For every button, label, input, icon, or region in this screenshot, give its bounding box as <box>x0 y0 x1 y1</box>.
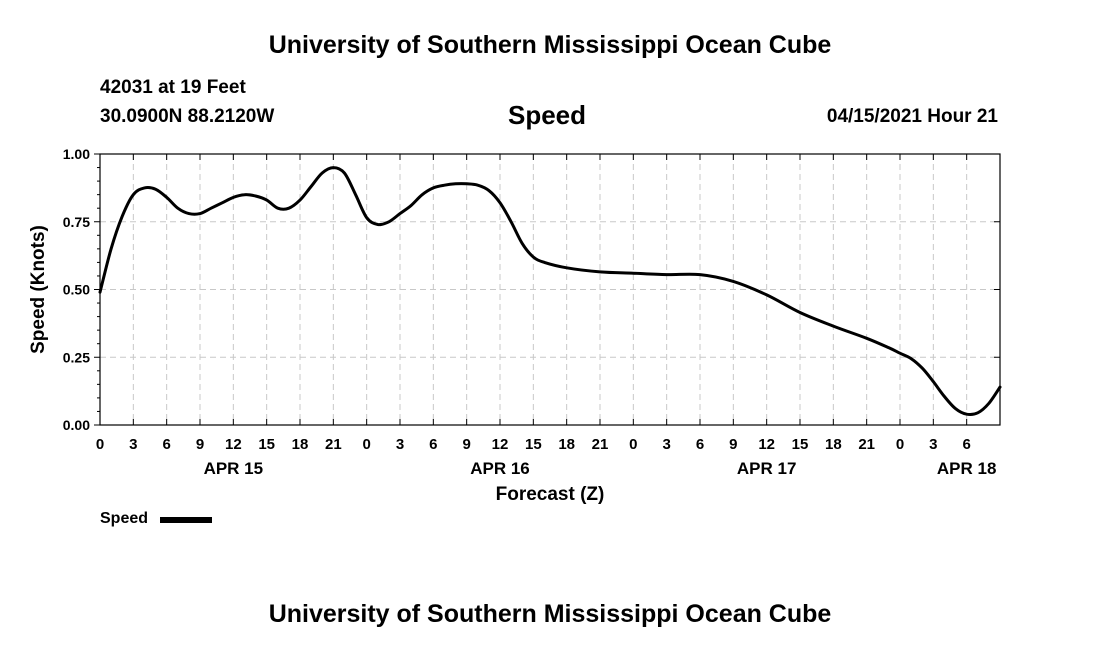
x-tick-label: 18 <box>292 436 309 453</box>
x-tick-label: 3 <box>662 436 670 453</box>
x-tick-label: 6 <box>696 436 704 453</box>
x-tick-label: 9 <box>729 436 737 453</box>
x-tick-label: 15 <box>258 436 275 453</box>
x-tick-label: 0 <box>629 436 637 453</box>
chart-title: Speed <box>508 100 587 130</box>
x-tick-label: 15 <box>792 436 809 453</box>
date-label: APR 18 <box>937 459 997 478</box>
x-tick-label: 12 <box>492 436 509 453</box>
date-label: APR 16 <box>470 459 530 478</box>
y-tick-label: 0.00 <box>63 417 90 433</box>
x-tick-label: 18 <box>825 436 842 453</box>
legend-label: Speed <box>100 510 149 527</box>
y-tick-label: 1.00 <box>63 146 90 162</box>
legend-swatch <box>160 517 212 523</box>
x-tick-label: 0 <box>362 436 370 453</box>
x-tick-label: 0 <box>96 436 104 453</box>
x-tick-label: 3 <box>396 436 404 453</box>
series-line-speed <box>98 166 1002 416</box>
coordinates-label: 30.0900N 88.2120W <box>100 106 275 127</box>
x-tick-label: 21 <box>325 436 342 453</box>
x-tick-label: 15 <box>525 436 542 453</box>
x-tick-label: 6 <box>962 436 970 453</box>
y-tick-label: 0.75 <box>63 214 90 230</box>
x-tick-label: 6 <box>162 436 170 453</box>
date-label: APR 15 <box>204 459 264 478</box>
y-tick-label: 0.25 <box>63 349 90 365</box>
x-tick-label: 21 <box>592 436 609 453</box>
x-tick-label: 12 <box>758 436 775 453</box>
x-tick-label: 9 <box>462 436 470 453</box>
date-label: APR 17 <box>737 459 797 478</box>
x-tick-label: 9 <box>196 436 204 453</box>
page-title-bottom: University of Southern Mississippi Ocean… <box>268 600 832 628</box>
forecast-datetime: 04/15/2021 Hour 21 <box>826 106 998 127</box>
x-axis-label: Forecast (Z) <box>496 484 605 505</box>
y-tick-label: 0.50 <box>63 282 90 298</box>
x-tick-label: 0 <box>896 436 904 453</box>
x-tick-label: 12 <box>225 436 242 453</box>
x-tick-label: 3 <box>129 436 137 453</box>
y-axis-label: Speed (Knots) <box>28 225 49 354</box>
x-tick-label: 18 <box>558 436 575 453</box>
x-tick-label: 6 <box>429 436 437 453</box>
x-tick-label: 21 <box>858 436 875 453</box>
page-title-top: University of Southern Mississippi Ocean… <box>268 31 832 59</box>
station-label: 42031 at 19 Feet <box>100 77 246 98</box>
x-tick-label: 3 <box>929 436 937 453</box>
